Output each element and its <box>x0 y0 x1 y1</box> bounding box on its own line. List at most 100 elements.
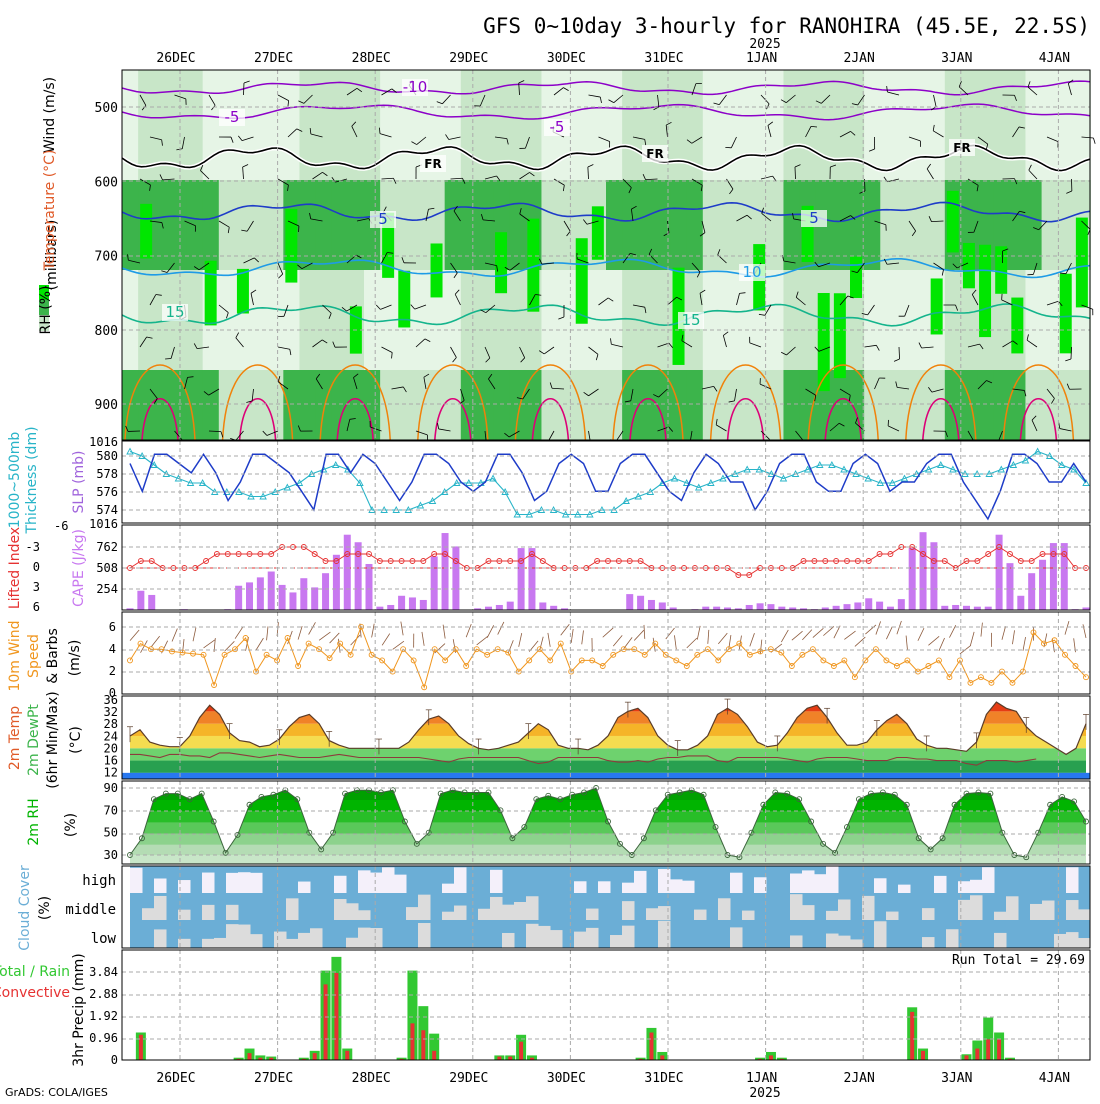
rh-shade-cell <box>445 70 462 180</box>
rh-shade-cell <box>945 370 962 440</box>
contour-label: -5 <box>550 118 565 136</box>
precip-convective-bar <box>649 1033 653 1061</box>
contour-label: -5 <box>225 108 240 126</box>
cape-bar <box>865 598 872 610</box>
cloud-clear-cell <box>970 880 983 893</box>
cape-bar <box>518 548 525 610</box>
cape-bar <box>974 607 981 610</box>
cloud-clear-cell <box>202 905 215 920</box>
precip-convective-bar <box>519 1042 523 1060</box>
rh-shade-cell <box>880 70 897 180</box>
cloud-clear-cell <box>358 870 371 893</box>
temp-label-a: 2m Temp <box>7 706 23 770</box>
rh-shade-cell <box>800 270 817 370</box>
wind-label-c: & Barbs <box>45 628 61 684</box>
wind-tick-label: 2 <box>109 664 116 678</box>
cloud-clear-cell <box>334 899 347 920</box>
cloud-clear-cell <box>826 934 839 948</box>
cloud-clear-cell <box>526 896 539 920</box>
cape-bar <box>909 548 916 610</box>
cloud-unit: (%) <box>37 896 53 920</box>
rh-shade-cell <box>719 270 736 370</box>
chart-title: GFS 0~10day 3-hourly for RANOHIRA (45.5E… <box>483 14 1090 38</box>
contour-label: 15 <box>681 311 700 329</box>
bottom-date-label: 26DEC <box>156 1071 195 1086</box>
cape-bar <box>920 532 927 610</box>
cape-bar <box>637 596 644 610</box>
cape-bar <box>550 606 557 610</box>
cloud-clear-cell <box>370 873 383 893</box>
precip-convective-bar <box>313 1053 317 1060</box>
cape-bar <box>778 607 785 610</box>
cloud-clear-cell <box>418 923 431 948</box>
cloud-clear-cell <box>394 875 407 893</box>
li-tick-label: 3 <box>33 580 40 594</box>
cape-bar <box>300 578 307 610</box>
rh-high-cell <box>495 232 507 293</box>
precip-convective-bar <box>986 1039 990 1060</box>
temp-tick-label: 12 <box>104 766 118 780</box>
rh-high-cell <box>205 261 217 326</box>
slp-label-c: SLP (mb) <box>71 450 87 513</box>
rh-high-cell <box>963 243 975 288</box>
cloud-clear-cell <box>346 938 359 948</box>
precip-convective-bar <box>334 973 338 1060</box>
rh-shade-cell <box>638 370 655 440</box>
cape-bar <box>268 572 275 610</box>
precip-convective-bar <box>910 1012 914 1060</box>
rh-shade-cell <box>412 370 429 440</box>
cloud-clear-cell <box>610 935 623 948</box>
pressure-tick-label: 800 <box>95 324 118 339</box>
cloud-clear-cell <box>790 874 803 893</box>
cape-bar <box>485 607 492 610</box>
precip-convective-bar <box>921 1051 925 1060</box>
cloud-clear-cell <box>1066 900 1079 920</box>
cloud-clear-cell <box>442 912 455 920</box>
contour-label: 10 <box>742 263 761 281</box>
cape-bar <box>366 564 373 610</box>
rh-shade-cell <box>1042 370 1059 440</box>
wind-label-a: 10m Wind <box>7 620 23 691</box>
rh-shade-cell <box>122 270 139 370</box>
precip-label-a: Total / Rain <box>0 964 70 980</box>
rh-high-cell <box>931 278 943 334</box>
rh2m-unit: (%) <box>63 813 79 837</box>
cloud-clear-cell <box>802 870 815 893</box>
cloud-clear-cell <box>298 933 311 948</box>
cloud-clear-cell <box>250 873 263 893</box>
cloud-clear-cell <box>574 881 587 893</box>
rh-shade-cell <box>880 270 897 370</box>
cape-bar <box>702 607 709 610</box>
cloud-clear-cell <box>658 906 671 920</box>
cloud-clear-cell <box>982 867 995 893</box>
cape-bar <box>539 602 546 610</box>
cape-bar <box>431 556 438 610</box>
precip-convective-bar <box>660 1055 664 1060</box>
cape-bar <box>952 605 959 610</box>
precip-convective-bar <box>965 1055 969 1060</box>
left-axis-labels: (millibars) Wind (m/s) Temperature (°C) … <box>0 77 87 1067</box>
cloud-clear-cell <box>586 909 599 920</box>
rh-shade-cell <box>299 270 316 370</box>
cloud-clear-cell <box>358 910 371 920</box>
panel-background <box>122 612 1090 694</box>
credit-label: GrADS: COLA/IGES <box>5 1086 108 1099</box>
precip-convective-bar <box>975 1049 979 1060</box>
rh-shade-cell <box>816 70 833 180</box>
cloud-clear-cell <box>502 933 515 948</box>
bottom-date-label: 3JAN <box>941 1071 972 1086</box>
rh-shade-cell <box>574 70 591 180</box>
temp-band <box>122 748 1090 760</box>
panel-background <box>122 441 1090 523</box>
rh-shade-cell <box>977 370 994 440</box>
cape-bar <box>757 603 764 610</box>
cloud-clear-cell <box>346 903 359 920</box>
cloud-clear-cell <box>922 908 935 920</box>
rh-shade-cell <box>1042 270 1059 370</box>
